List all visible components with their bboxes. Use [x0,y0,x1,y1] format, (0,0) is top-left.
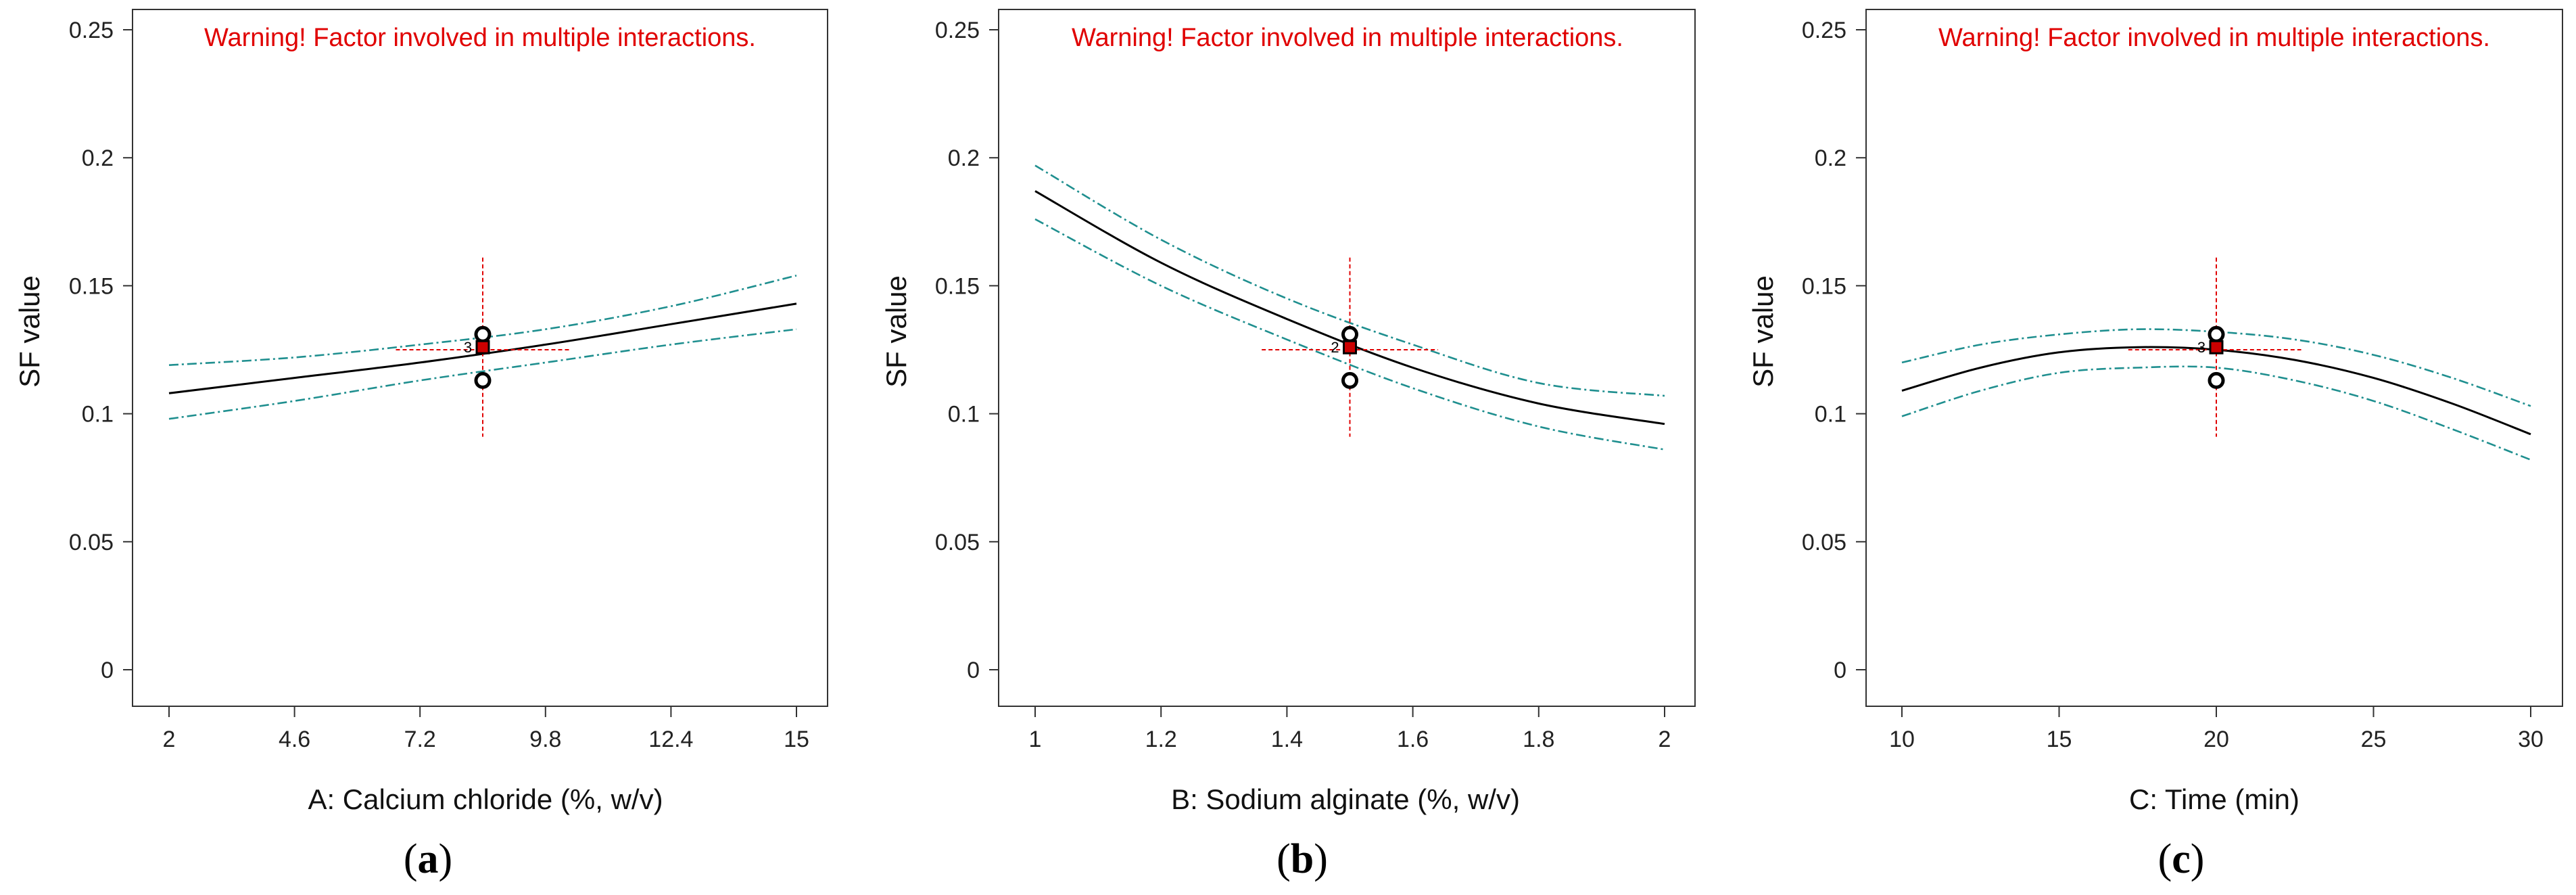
panel-a-y-tick-label: 0.25 [69,18,114,43]
panel-a-y-tick-label: 0 [101,658,114,683]
panel-a-design-point [474,325,492,343]
panel-a-x-tick-label: 2 [163,727,176,752]
panel-c-y-tick-label: 0.05 [1802,530,1846,555]
panel-a-label: (a) [404,836,452,882]
panel-a-x-tick-label: 7.2 [404,727,436,752]
panel-c-plot-frame [1865,9,2563,707]
panel-b-y-axis-title: SF value [880,275,912,388]
panel-a-series-lower-ci [168,328,797,420]
panel-b-warning: Warning! Factor involved in multiple int… [1072,24,1623,52]
panel-b-center-replicate-label: 2 [1331,339,1339,356]
panel-a-y-tick-label: 0.2 [82,145,114,171]
panel-b-x-tick-label: 1.4 [1271,727,1303,752]
panel-c-x-tick-label: 20 [2203,727,2229,752]
panel-b-x-axis-title: B: Sodium alginate (%, w/v) [1171,783,1520,815]
panel-b-chart: 0 0.05 0.1 0.15 0.2 0.25 1 1.2 1.4 1.6 1.8 2 2 [935,18,1671,752]
panel-a-center-point [475,340,490,354]
panel-a-center-replicate-label: 3 [464,339,472,356]
panel-b-series-prediction [1034,190,1665,426]
panel-c-warning: Warning! Factor involved in multiple int… [1938,24,2490,52]
panel-c-y-tick-label: 0 [1834,658,1846,683]
panel-c-design-point [2208,371,2225,389]
panel-c-x-tick-label: 15 [2047,727,2072,752]
panel-a-design-point [474,371,492,389]
panel-c-y-tick-label: 0.15 [1802,273,1846,299]
panel-b-y-tick-label: 0 [967,658,980,683]
panel-a-x-tick-label: 15 [784,727,809,752]
panel-c-chart: 0 0.05 0.1 0.15 0.2 0.25 10 15 20 25 30 3 [1802,18,2544,752]
panel-c-label: (c) [2158,836,2205,882]
panel-b-design-point [1341,371,1358,389]
panel-b-y-tick-label: 0.15 [935,273,980,299]
panel-b-x-tick-label: 1.6 [1397,727,1429,752]
panel-a-y-tick-label: 0.05 [69,530,114,555]
panel-a-y-axis-title: SF value [14,275,45,388]
panel-c-x-axis-title: C: Time (min) [2129,783,2299,815]
panel-a: Warning! Factor involved in multiple int… [14,9,828,882]
panel-b-series-upper-ci [1034,164,1665,397]
panel-c: Warning! Factor involved in multiple int… [1747,9,2563,882]
panel-c-y-axis-title: SF value [1747,275,1779,388]
panel-c-y-tick-label: 0.2 [1815,145,1846,171]
panel-c-center-point [2209,340,2224,354]
panel-b-y-tick-label: 0.25 [935,18,980,43]
panel-b-y-tick-label: 0.05 [935,530,980,555]
panel-a-x-axis-title: A: Calcium chloride (%, w/v) [308,783,663,815]
panel-b-y-tick-label: 0.2 [948,145,980,171]
panel-a-x-tick-label: 12.4 [648,727,693,752]
panel-a-y-tick-label: 0.15 [69,273,114,299]
panel-c-x-tick-label: 30 [2518,727,2544,752]
panel-b-plot-frame [998,9,1696,707]
panel-c-center-replicate-label: 3 [2197,339,2205,356]
panel-b-x-tick-label: 2 [1659,727,1671,752]
panel-c-x-tick-label: 25 [2361,727,2387,752]
panel-a-plot-frame [132,9,828,707]
panel-a-x-tick-label: 4.6 [279,727,310,752]
panel-b-x-tick-label: 1.8 [1523,727,1554,752]
panel-b-center-point [1343,340,1357,354]
panel-b-label: (b) [1277,836,1328,882]
panel-a-warning: Warning! Factor involved in multiple int… [204,24,756,52]
panel-b-x-tick-label: 1.2 [1145,727,1177,752]
panel-c-design-point [2208,325,2225,343]
panel-c-y-tick-label: 0.25 [1802,18,1846,43]
panel-a-x-tick-label: 9.8 [529,727,561,752]
panel-a-y-tick-label: 0.1 [82,402,114,428]
panel-a-chart: 0 0.05 0.1 0.15 0.2 0.25 2 4.6 7.2 9.8 12.4 15 3 [69,18,809,752]
panel-c-x-tick-label: 10 [1889,727,1915,752]
panel-b: Warning! Factor involved in multiple int… [880,9,1696,882]
panel-b-design-point [1341,325,1358,343]
panel-b-x-tick-label: 1 [1029,727,1042,752]
panel-b-y-tick-label: 0.1 [948,402,980,428]
panel-c-y-tick-label: 0.1 [1815,402,1846,428]
